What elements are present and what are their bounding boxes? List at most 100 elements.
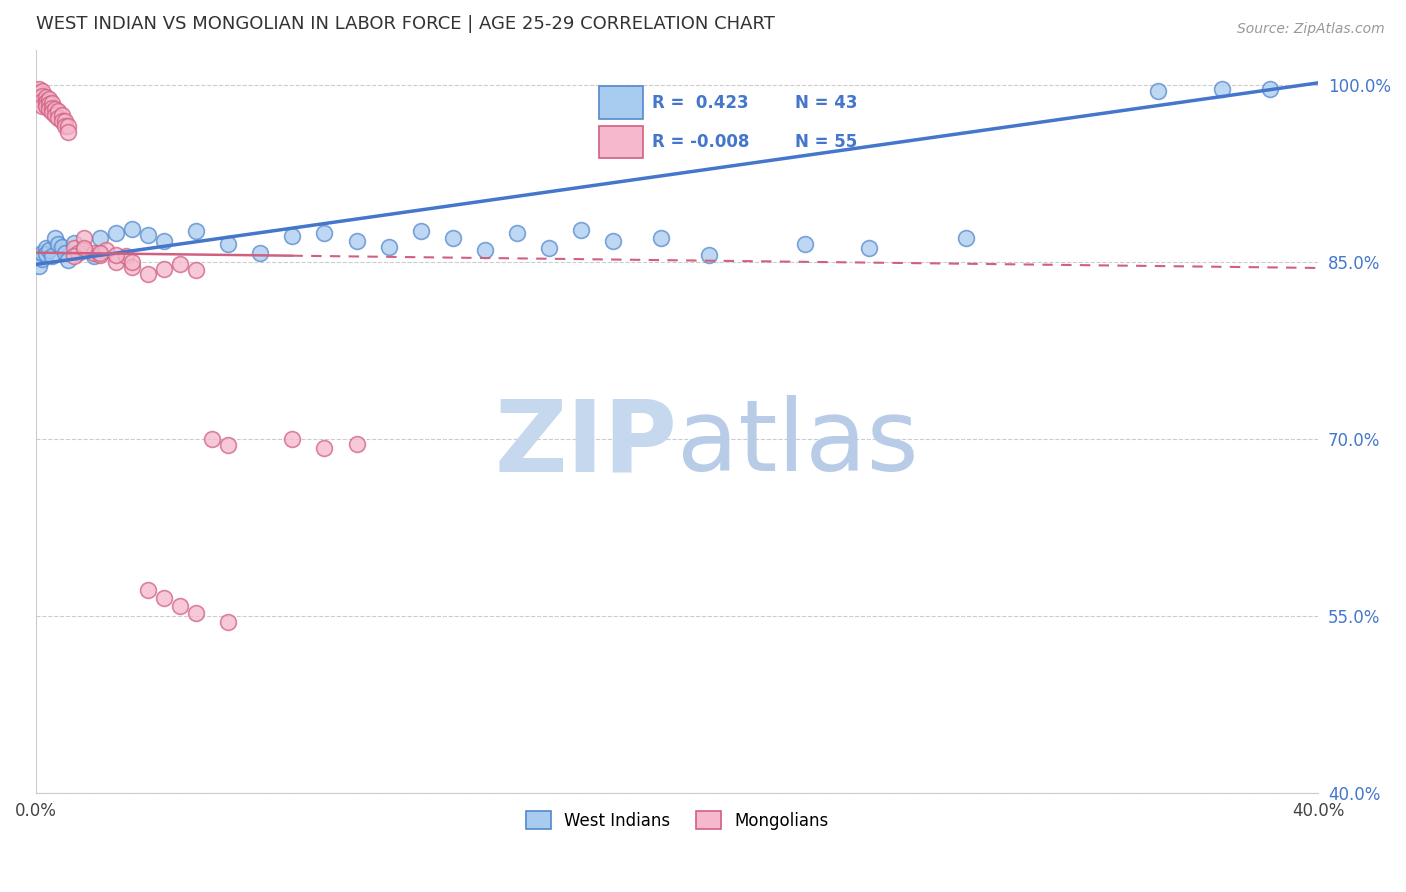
Text: atlas: atlas (678, 395, 918, 492)
Point (34, 90, 56, 104)
Point (41, 101, 63, 115)
Point (346, 436, 368, 450)
Point (83, 245, 105, 260)
Point (314, 226, 336, 240)
Point (281, 432, 304, 446)
Point (217, 438, 239, 452)
Point (537, 241, 560, 255)
Point (31, 99, 53, 113)
Point (153, 262, 176, 277)
Point (63, 249, 86, 263)
Point (28, 251, 51, 265)
Point (105, 248, 128, 262)
Point (34, 241, 56, 255)
Point (96, 244, 118, 258)
Point (28, 259, 51, 273)
Point (38, 244, 60, 258)
Point (136, 582, 159, 597)
Point (28, 91, 51, 105)
Text: ZIP: ZIP (495, 395, 678, 492)
Point (153, 591, 176, 606)
Point (474, 244, 496, 258)
Point (1258, 81, 1281, 95)
Point (169, 257, 191, 271)
Point (121, 260, 143, 274)
Point (44, 108, 66, 122)
Point (31, 94, 53, 108)
Text: Source: ZipAtlas.com: Source: ZipAtlas.com (1237, 22, 1385, 37)
Point (105, 255, 128, 269)
Point (53, 245, 76, 260)
Point (34, 99, 56, 113)
Point (650, 231, 672, 245)
Point (63, 236, 86, 251)
Point (28, 87, 51, 101)
Point (41, 105, 63, 120)
Point (38, 97, 60, 112)
Point (955, 231, 977, 245)
Point (53, 120, 76, 134)
Point (73, 244, 96, 258)
Point (186, 263, 208, 277)
Point (48, 104, 70, 119)
Point (66, 245, 89, 260)
Point (48, 237, 70, 252)
Point (73, 231, 96, 245)
Point (31, 252, 53, 266)
Point (48, 112, 70, 126)
Point (602, 234, 624, 248)
Point (73, 244, 96, 258)
Point (506, 226, 529, 240)
Point (51, 113, 73, 128)
Point (121, 222, 143, 236)
Point (105, 226, 128, 240)
Point (201, 432, 224, 446)
Point (56, 125, 79, 139)
Legend: West Indians, Mongolians: West Indians, Mongolians (519, 805, 835, 837)
Point (73, 241, 96, 255)
Point (314, 442, 336, 456)
Point (249, 245, 271, 260)
Point (44, 231, 66, 245)
Point (41, 249, 63, 263)
Point (121, 255, 143, 269)
Point (89, 245, 111, 260)
Point (1147, 84, 1170, 98)
Point (794, 237, 817, 252)
Point (136, 267, 159, 281)
Point (83, 249, 105, 263)
Point (44, 102, 66, 116)
Point (51, 108, 73, 122)
Point (34, 247, 56, 261)
Point (31, 84, 53, 98)
Point (217, 237, 239, 252)
Point (136, 227, 159, 242)
Point (31, 245, 53, 260)
Text: WEST INDIAN VS MONGOLIAN IN LABOR FORCE | AGE 25-29 CORRELATION CHART: WEST INDIAN VS MONGOLIAN IN LABOR FORCE … (37, 15, 775, 33)
Point (346, 234, 368, 248)
Point (569, 223, 592, 237)
Point (28, 81, 51, 95)
Point (31, 88, 53, 103)
Point (169, 599, 191, 614)
Point (217, 615, 239, 629)
Point (858, 241, 880, 255)
Point (409, 224, 432, 238)
Point (697, 248, 720, 262)
Point (89, 248, 111, 262)
Point (441, 231, 464, 245)
Point (38, 102, 60, 116)
Point (53, 113, 76, 128)
Point (281, 229, 304, 244)
Point (114, 249, 136, 263)
Point (153, 234, 176, 248)
Point (89, 231, 111, 245)
Point (1211, 81, 1233, 95)
Point (186, 224, 208, 238)
Point (41, 95, 63, 110)
Point (186, 607, 208, 621)
Point (51, 240, 73, 254)
Point (56, 252, 79, 267)
Point (377, 240, 399, 254)
Point (63, 241, 86, 255)
